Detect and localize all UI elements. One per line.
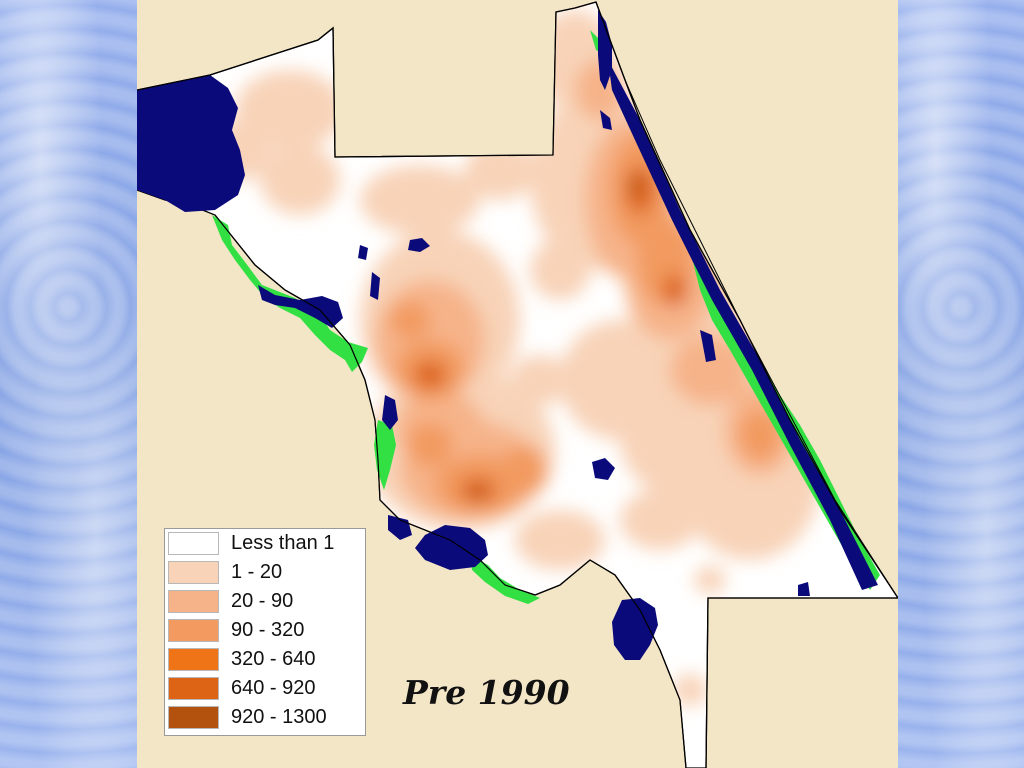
map-frame: [137, 0, 898, 768]
map-legend: Less than 1 1 - 20 20 - 90 90 - 320 320 …: [164, 528, 366, 736]
legend-item: Less than 1: [165, 529, 365, 558]
legend-label: 640 - 920: [231, 677, 316, 699]
legend-item: 920 - 1300: [165, 703, 365, 732]
legend-swatch: [168, 706, 219, 729]
legend-label: 90 - 320: [231, 619, 305, 641]
era-label: Pre 1990: [403, 673, 570, 712]
legend-swatch: [168, 677, 219, 700]
legend-swatch: [168, 532, 219, 555]
water-bodies: [137, 10, 878, 660]
background-left-panel: [0, 0, 137, 768]
legend-swatch: [168, 619, 219, 642]
legend-item: 640 - 920: [165, 674, 365, 703]
background-right-panel: [898, 0, 1024, 768]
legend-item: 320 - 640: [165, 645, 365, 674]
coastline: [595, 1, 898, 599]
legend-swatch: [168, 648, 219, 671]
legend-swatch: [168, 561, 219, 584]
legend-item: 20 - 90: [165, 587, 365, 616]
legend-item: 90 - 320: [165, 616, 365, 645]
river-line: [214, 214, 687, 768]
legend-item: 1 - 20: [165, 558, 365, 587]
legend-label: 1 - 20: [231, 561, 283, 583]
legend-label: 320 - 640: [231, 648, 316, 670]
legend-label: 920 - 1300: [231, 706, 327, 728]
legend-label: Less than 1: [231, 532, 335, 554]
legend-label: 20 - 90: [231, 590, 294, 612]
legend-swatch: [168, 590, 219, 613]
density-map: [137, 1, 898, 768]
